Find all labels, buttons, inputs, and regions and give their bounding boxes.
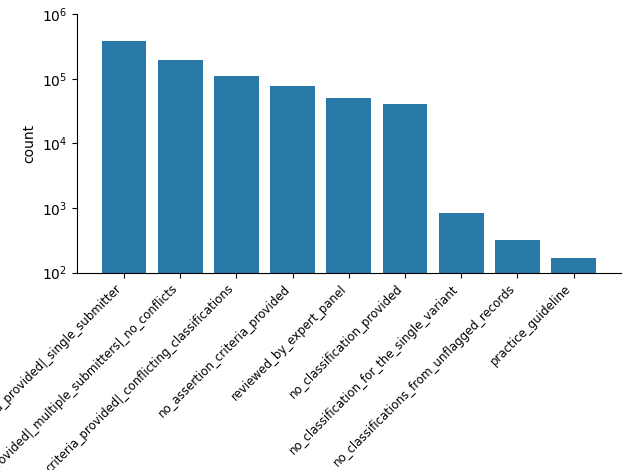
- Bar: [157, 60, 203, 470]
- Bar: [495, 240, 540, 470]
- Bar: [438, 212, 484, 470]
- Bar: [326, 98, 371, 470]
- Bar: [102, 41, 147, 470]
- Bar: [270, 86, 315, 470]
- Bar: [383, 104, 428, 470]
- Bar: [551, 258, 596, 470]
- Bar: [214, 76, 259, 470]
- Y-axis label: count: count: [22, 124, 36, 163]
